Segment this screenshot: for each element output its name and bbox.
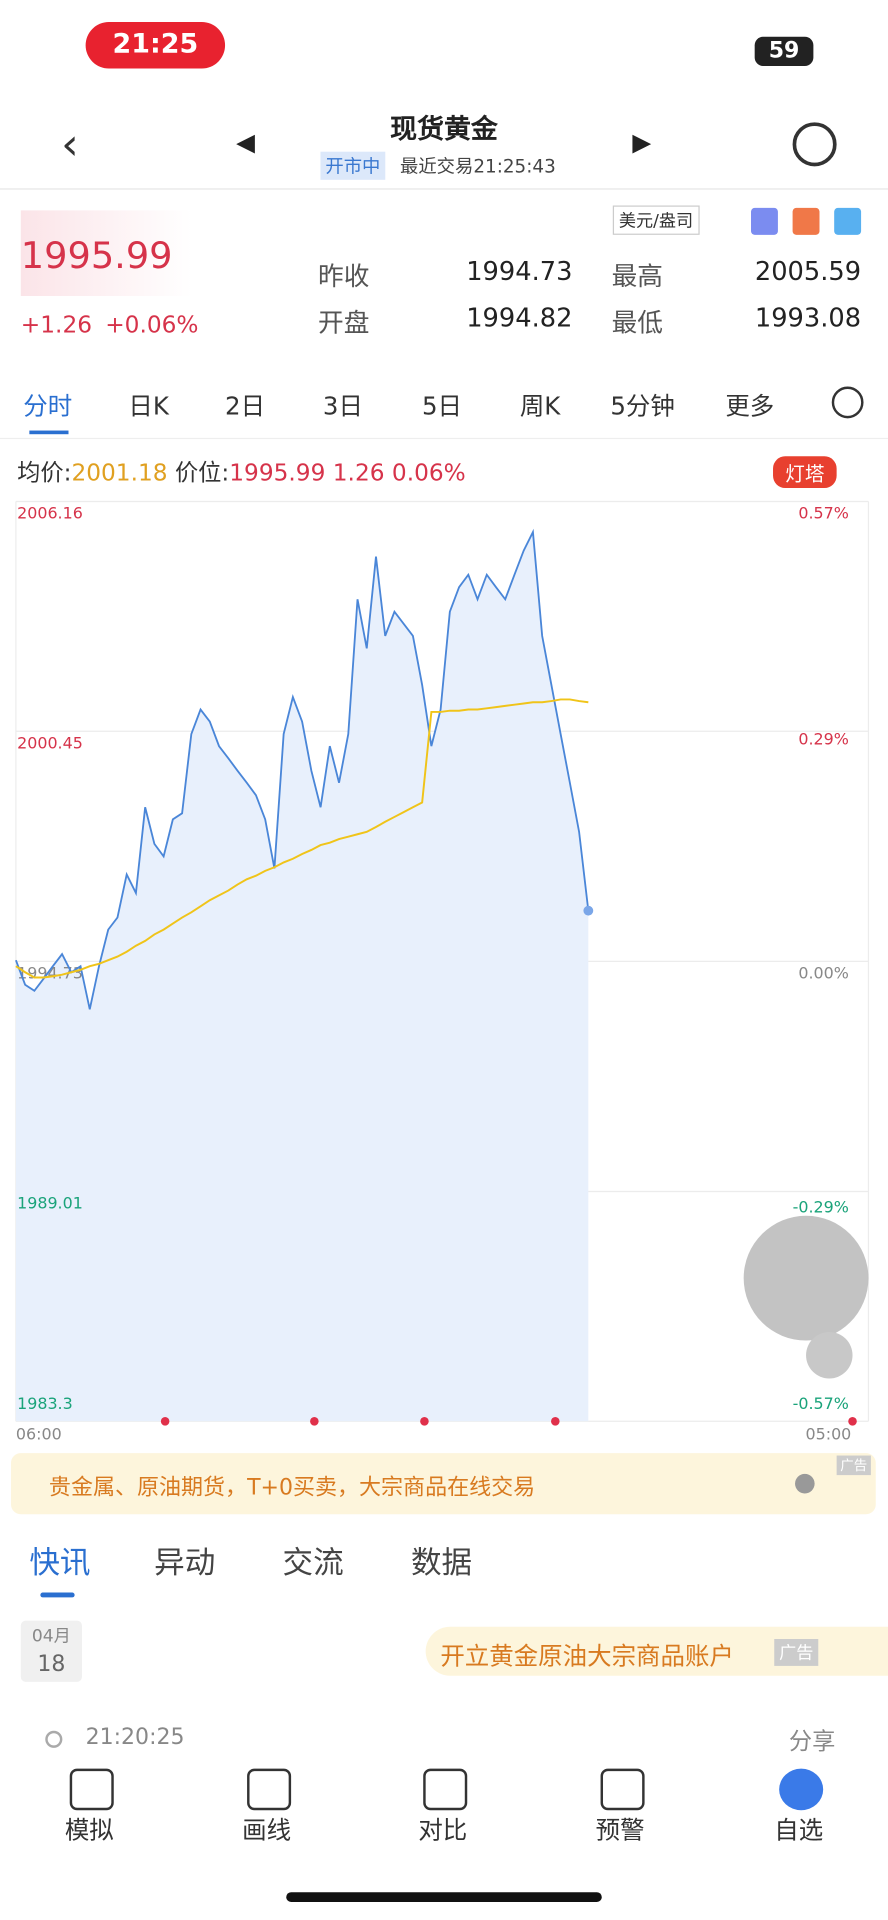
y-tick-label: 2000.45 (17, 733, 83, 752)
y-tick-label: 1989.01 (17, 1194, 83, 1213)
last-point (583, 905, 594, 916)
event-dot (848, 1417, 857, 1426)
y2-tick-label: 0.29% (798, 730, 848, 749)
close[interactable] (795, 1473, 815, 1494)
event-dot (551, 1417, 560, 1426)
prev-button[interactable]: ◀ (236, 127, 255, 157)
stat-value: 1994.82 (466, 303, 573, 333)
tab[interactable]: 周K (519, 391, 561, 421)
badge[interactable]: 灯塔 (773, 456, 837, 489)
ad-tag: 广告 (774, 1639, 819, 1666)
change: +1.26 (20, 311, 93, 339)
news-tab[interactable]: 快讯 (29, 1544, 91, 1581)
tab[interactable]: 5日 (421, 391, 463, 421)
nav-label[interactable]: 模拟 (64, 1815, 114, 1845)
divider (0, 188, 888, 190)
tab[interactable]: 更多 (725, 391, 775, 421)
refresh-button[interactable] (792, 122, 837, 167)
icon[interactable] (834, 207, 862, 235)
y2-tick-label: 0.57% (798, 504, 848, 523)
change-pct: +0.06% (105, 311, 199, 339)
value: 1.26 (332, 459, 385, 487)
tab[interactable]: 分时 (23, 391, 73, 421)
date-box (20, 1620, 82, 1682)
news-time: 21:20:25 (85, 1724, 185, 1751)
stat-value: 2005.59 (754, 256, 862, 287)
tab[interactable]: 日K (128, 391, 169, 421)
bottom-nav (0, 1761, 888, 1918)
x-tick-label: 05:00 (806, 1425, 852, 1444)
unit[interactable]: 美元/盎司 (612, 205, 700, 235)
market-status: 开市中 (320, 151, 386, 180)
info-line: 均价:2001.18 价位:1995.99 1.26 0.06% (17, 455, 466, 488)
status-time: 21:25 (85, 22, 226, 69)
y2-tick-label: -0.57% (793, 1394, 849, 1413)
tab-indicator (40, 1592, 75, 1598)
icon[interactable] (792, 207, 820, 235)
avg: 2001.18 (71, 459, 168, 487)
nav-label[interactable]: 预警 (595, 1815, 645, 1845)
next-button[interactable]: ▶ (632, 127, 652, 157)
timeline-dot (45, 1730, 63, 1748)
news-tab[interactable]: 交流 (282, 1544, 344, 1581)
nav-icon[interactable] (247, 1768, 292, 1811)
stat-value: 1993.08 (754, 303, 862, 333)
value: 0.06% (391, 459, 466, 487)
price: 1995.99 (20, 234, 173, 278)
expand-button[interactable] (806, 1331, 853, 1379)
label: 均价: (17, 459, 72, 487)
price-bg (20, 210, 193, 296)
line (15, 528, 590, 1010)
nav-label[interactable]: 自选 (774, 1815, 824, 1845)
tab-indicator (29, 430, 69, 435)
title: 现货黄金 (390, 114, 498, 146)
divider (0, 437, 888, 440)
y2-tick-label: 0.00% (798, 964, 848, 983)
icon[interactable] (751, 207, 778, 235)
settings[interactable] (831, 386, 864, 419)
area (15, 532, 589, 1422)
stat-label: 最高 (611, 261, 663, 292)
day: 18 (37, 1651, 66, 1677)
tab[interactable]: 3日 (322, 391, 363, 421)
month: 04月 (31, 1626, 71, 1647)
news-tab[interactable]: 异动 (154, 1544, 216, 1581)
battery: 59 (754, 36, 814, 67)
home-indicator (286, 1892, 602, 1902)
x-tick-label: 06:00 (16, 1425, 62, 1444)
stat-label: 开盘 (318, 308, 370, 338)
ad-banner[interactable] (11, 1453, 876, 1515)
y2-tick-label: -0.29% (793, 1197, 849, 1216)
ad-tag: 广告 (836, 1455, 871, 1476)
nav-label[interactable]: 对比 (418, 1815, 468, 1845)
nav-icon[interactable] (600, 1768, 645, 1811)
tab[interactable]: 5分钟 (610, 391, 675, 421)
ad-text[interactable]: 开立黄金原油大宗商品账户 (440, 1641, 734, 1671)
nav-label[interactable]: 画线 (242, 1815, 292, 1845)
nav-icon[interactable] (423, 1768, 468, 1811)
news-tab[interactable]: 数据 (410, 1544, 473, 1581)
back-button[interactable]: ‹ (61, 119, 79, 171)
tab[interactable]: 2日 (225, 391, 266, 421)
ad-text[interactable]: 贵金属、原油期货，T+0买卖，大宗商品在线交易 (48, 1475, 536, 1501)
nav-icon[interactable] (69, 1768, 114, 1811)
y-tick-label: 1983.3 (17, 1394, 73, 1413)
share[interactable]: 分享 (788, 1728, 836, 1756)
float-button[interactable] (743, 1215, 869, 1341)
event-dot (420, 1417, 429, 1426)
nav-icon[interactable] (779, 1768, 824, 1811)
y-tick-label: 2006.16 (17, 504, 83, 523)
event-dot (160, 1417, 170, 1426)
stat-value: 1994.73 (466, 256, 573, 287)
stat-label: 昨收 (318, 261, 370, 292)
value: 1995.99 (229, 459, 326, 487)
stat-label: 最低 (611, 308, 663, 338)
line (15, 698, 589, 979)
last-trade: 最近交易21:25:43 (399, 155, 556, 178)
label: 价位: (174, 459, 230, 487)
event-dot (310, 1417, 319, 1426)
